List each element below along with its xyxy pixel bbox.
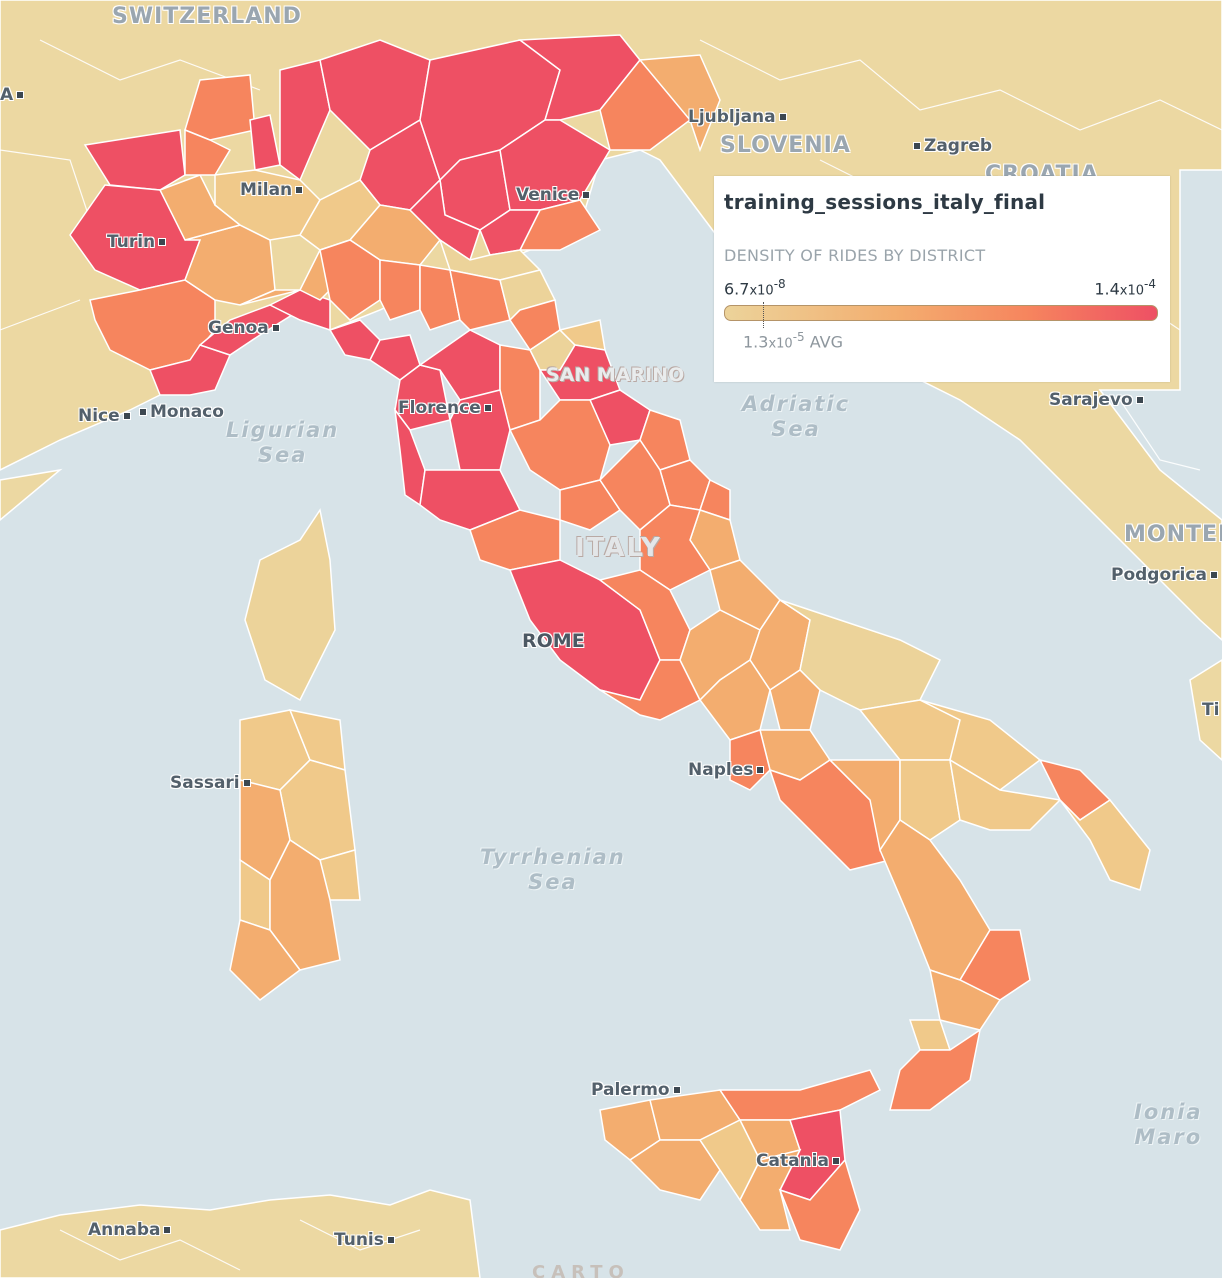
district-genoa[interactable] xyxy=(268,289,331,332)
district-udine[interactable] xyxy=(638,54,721,153)
district-matera[interactable] xyxy=(899,759,961,841)
district-novara[interactable] xyxy=(184,74,256,141)
legend-subtitle: DENSITY OF RIDES BY DISTRICT xyxy=(724,246,986,265)
sea-label-ionian: Ionia Maro xyxy=(1134,1100,1203,1149)
city-label-edge-left: A xyxy=(0,85,27,105)
district-crotone[interactable] xyxy=(958,929,1031,1001)
italy-districts xyxy=(69,34,1151,1251)
city-label-monaco: Monaco xyxy=(136,402,224,422)
city-label-edge-right: Ti xyxy=(1202,700,1220,720)
legend-avg-value: 1.3x10-5 AVG xyxy=(743,330,844,352)
city-label-tunis: Tunis xyxy=(334,1230,398,1250)
district-aosta[interactable] xyxy=(83,129,186,191)
country-label-san-marino: SAN MARINO xyxy=(546,364,685,386)
district-lecce[interactable] xyxy=(1059,798,1151,891)
district-siracusa[interactable] xyxy=(778,1158,861,1251)
legend-min-value: 6.7x10-8 xyxy=(724,277,786,299)
sea-label-adriatic: Adriatic Sea xyxy=(742,392,851,441)
district-bolzano[interactable] xyxy=(517,34,641,121)
city-label-sassari: Sassari xyxy=(170,773,254,793)
district-lucca[interactable] xyxy=(369,334,421,381)
district-benevento[interactable] xyxy=(769,669,821,731)
sea-label-tyrrhenian: Tyrrhenian Sea xyxy=(480,845,626,894)
district-catanzaro[interactable] xyxy=(929,968,1002,1031)
city-label-venice: Venice xyxy=(516,185,593,205)
city-label-ljubljana: Ljubljana xyxy=(688,107,790,127)
district-modena[interactable] xyxy=(419,264,461,331)
district-imperia[interactable] xyxy=(148,344,232,396)
district-reggio-calabria[interactable] xyxy=(889,1028,982,1111)
district-como[interactable] xyxy=(279,59,331,182)
district-naples-area[interactable] xyxy=(729,729,771,791)
district-carbonia[interactable] xyxy=(229,919,302,1001)
city-label-milan: Milan xyxy=(240,180,306,200)
city-label-nice: Nice xyxy=(78,406,134,426)
city-label-turin: Turin xyxy=(107,232,169,252)
city-label-annaba: Annaba xyxy=(88,1220,174,1240)
legend-color-ramp: 1.3x10-5 AVG xyxy=(724,302,1158,351)
legend-avg-marker xyxy=(763,302,764,328)
city-label-palermo: Palermo xyxy=(591,1080,684,1100)
legend-title: training_sessions_italy_final xyxy=(724,190,1046,214)
city-label-podgorica: Podgorica xyxy=(1111,565,1221,585)
city-label-florence: Florence xyxy=(398,398,495,418)
city-label-zagreb: Zagreb xyxy=(910,136,992,156)
city-label-rome: ROME xyxy=(522,630,585,652)
country-label-switzerland: SWITZERLAND xyxy=(112,4,302,29)
city-label-catania: Catania xyxy=(756,1151,843,1171)
district-bologna[interactable] xyxy=(449,269,511,331)
country-label-italy: ITALY xyxy=(575,533,662,563)
city-label-genoa: Genoa xyxy=(208,318,283,338)
district-terni[interactable] xyxy=(559,479,622,531)
district-grosseto[interactable] xyxy=(419,469,522,531)
country-label-slovenia: SLOVENIA xyxy=(720,133,851,158)
district-reggio[interactable] xyxy=(379,259,421,321)
legend-max-value: 1.4x10-4 xyxy=(1094,277,1156,299)
carto-attribution-logo[interactable]: CARTO xyxy=(532,1262,630,1278)
district-padua[interactable] xyxy=(479,209,542,256)
district-corsica[interactable] xyxy=(244,508,336,702)
sea-label-ligurian: Ligurian Sea xyxy=(226,418,340,467)
country-label-montenegro: MONTEN xyxy=(1124,522,1222,547)
city-label-naples: Naples xyxy=(688,760,767,780)
city-label-sarajevo: Sarajevo xyxy=(1049,390,1147,410)
legend-panel: training_sessions_italy_final DENSITY OF… xyxy=(714,176,1170,382)
